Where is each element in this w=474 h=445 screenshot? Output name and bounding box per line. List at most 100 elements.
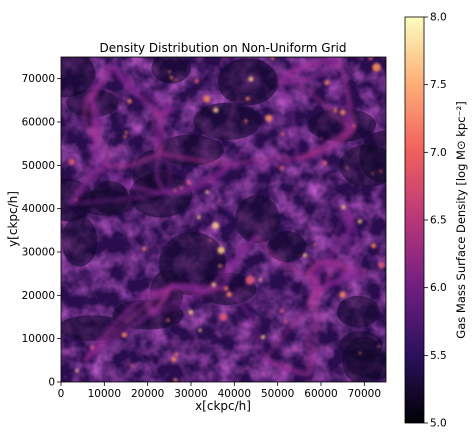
- x-tick-label: 30000: [174, 388, 207, 400]
- heatmap-knot: [75, 368, 79, 373]
- heatmap-filament: [82, 292, 148, 363]
- heatmap-knot: [205, 190, 209, 194]
- heatmap-void: [307, 108, 377, 142]
- heatmap-knot: [209, 239, 212, 243]
- heatmap-filament: [153, 108, 161, 154]
- heatmap-knot: [186, 180, 191, 185]
- y-axis: 0 10000 20000 30000 40000 50000 60000 70000: [22, 73, 61, 389]
- heatmap-knot: [170, 76, 173, 79]
- heatmap-filament: [343, 207, 352, 228]
- chart-title: Density Distribution on Non-Uniform Grid: [100, 41, 347, 55]
- heatmap-filaments: [69, 57, 366, 377]
- heatmap-filament: [352, 268, 366, 277]
- heatmap-void: [217, 58, 278, 106]
- heatmap-knot: [168, 70, 171, 73]
- colorbar: [404, 16, 425, 424]
- heatmap-filament: [287, 57, 338, 75]
- heatmap-void: [151, 57, 192, 84]
- heatmap-knot: [203, 95, 211, 103]
- heatmap-filament: [159, 151, 231, 166]
- heatmap-knot: [294, 348, 297, 351]
- heatmap-knot: [74, 198, 78, 201]
- heatmap-filament: [306, 291, 318, 376]
- heatmap-knot: [324, 80, 330, 85]
- heatmap-knot: [378, 261, 385, 269]
- colorbar-tick-label: 5.0: [430, 418, 447, 430]
- heatmap-filament: [168, 163, 233, 195]
- heatmap-filament: [154, 107, 173, 116]
- heatmap-filament: [96, 137, 110, 165]
- colorbar-tick-label: 6.0: [430, 282, 447, 294]
- colorbar-ticks: 5.0 5.5 6.0 6.5 7.0 7.5 8.0: [424, 12, 447, 430]
- heatmap-knot: [179, 186, 183, 190]
- heatmap-knot: [173, 189, 177, 192]
- heatmap-knot: [302, 253, 307, 258]
- heatmap-knot: [377, 345, 380, 348]
- colorbar-label: Gas Mass Surface Density [log M⊙ kpc⁻²]: [454, 101, 468, 338]
- heatmap-void: [267, 231, 307, 263]
- heatmap-filament: [278, 81, 299, 160]
- x-tick-label: 0: [58, 388, 65, 400]
- heatmap-knot: [339, 291, 346, 298]
- heatmap-filament: [104, 151, 161, 168]
- heatmap-knot: [280, 132, 285, 136]
- heatmap-void: [193, 102, 262, 141]
- y-tick-label: 50000: [22, 160, 55, 172]
- heatmap-filament: [149, 289, 210, 316]
- heatmap-knot: [142, 246, 147, 251]
- heatmap-void: [61, 215, 98, 267]
- heatmap-filament: [92, 136, 107, 165]
- heatmap-knot: [68, 158, 76, 165]
- heatmap-knot: [280, 308, 284, 313]
- heatmap-knot: [174, 352, 178, 357]
- x-tick-label: 60000: [304, 388, 337, 400]
- colorbar-tick-label: 8.0: [430, 12, 447, 24]
- heatmap-knot: [213, 107, 219, 113]
- heatmap-knot: [313, 243, 317, 247]
- heatmap-knot: [219, 313, 228, 321]
- plot-frame: [60, 56, 387, 383]
- heatmap-knot: [345, 166, 349, 170]
- heatmap-knot: [270, 57, 275, 61]
- heatmap-knot: [322, 160, 327, 166]
- colorbar-tick-label: 7.0: [430, 147, 447, 159]
- heatmap-knot: [340, 109, 346, 115]
- heatmap-knot: [217, 246, 225, 254]
- heatmap-filament: [154, 108, 166, 154]
- heatmap-knot: [244, 119, 248, 123]
- heatmap-filament: [230, 156, 297, 166]
- heatmap-knot: [260, 335, 265, 340]
- x-tick-label: 50000: [261, 388, 294, 400]
- heatmap-void: [339, 331, 383, 360]
- heatmap-filament: [145, 285, 211, 296]
- heatmap-knot: [284, 320, 288, 324]
- heatmap-filament: [154, 152, 170, 195]
- heatmap-filament: [346, 208, 360, 274]
- heatmap-knot: [130, 364, 134, 368]
- heatmap-knot: [226, 291, 232, 298]
- heatmap-knot: [218, 198, 221, 201]
- x-tick-label: 70000: [348, 388, 381, 400]
- colorbar-tick-label: 6.5: [430, 215, 447, 227]
- heatmap-filament: [314, 261, 329, 293]
- heatmap-filament: [70, 191, 169, 205]
- heatmap-knot: [259, 278, 263, 282]
- heatmap-knot: [218, 264, 222, 268]
- heatmap-filament: [230, 158, 297, 166]
- y-axis-label: y[ckpc/h]: [6, 191, 20, 247]
- heatmap-knot: [368, 57, 373, 61]
- colorbar-tick-label: 7.5: [430, 79, 447, 91]
- colorbar-tick-label: 5.5: [430, 350, 447, 362]
- heatmap-knot: [188, 309, 194, 315]
- heatmap-filament: [150, 289, 211, 316]
- heatmap-knot: [372, 63, 381, 72]
- heatmap-filament: [263, 295, 317, 361]
- heatmap-filament: [308, 296, 319, 376]
- heatmap-filament: [83, 283, 173, 362]
- heatmap-knot: [127, 99, 132, 104]
- heatmap-knot: [124, 130, 128, 134]
- heatmap-knot: [208, 180, 211, 183]
- heatmap-knot: [358, 352, 362, 355]
- x-tick-label: 40000: [218, 388, 251, 400]
- heatmap-knot: [123, 135, 127, 139]
